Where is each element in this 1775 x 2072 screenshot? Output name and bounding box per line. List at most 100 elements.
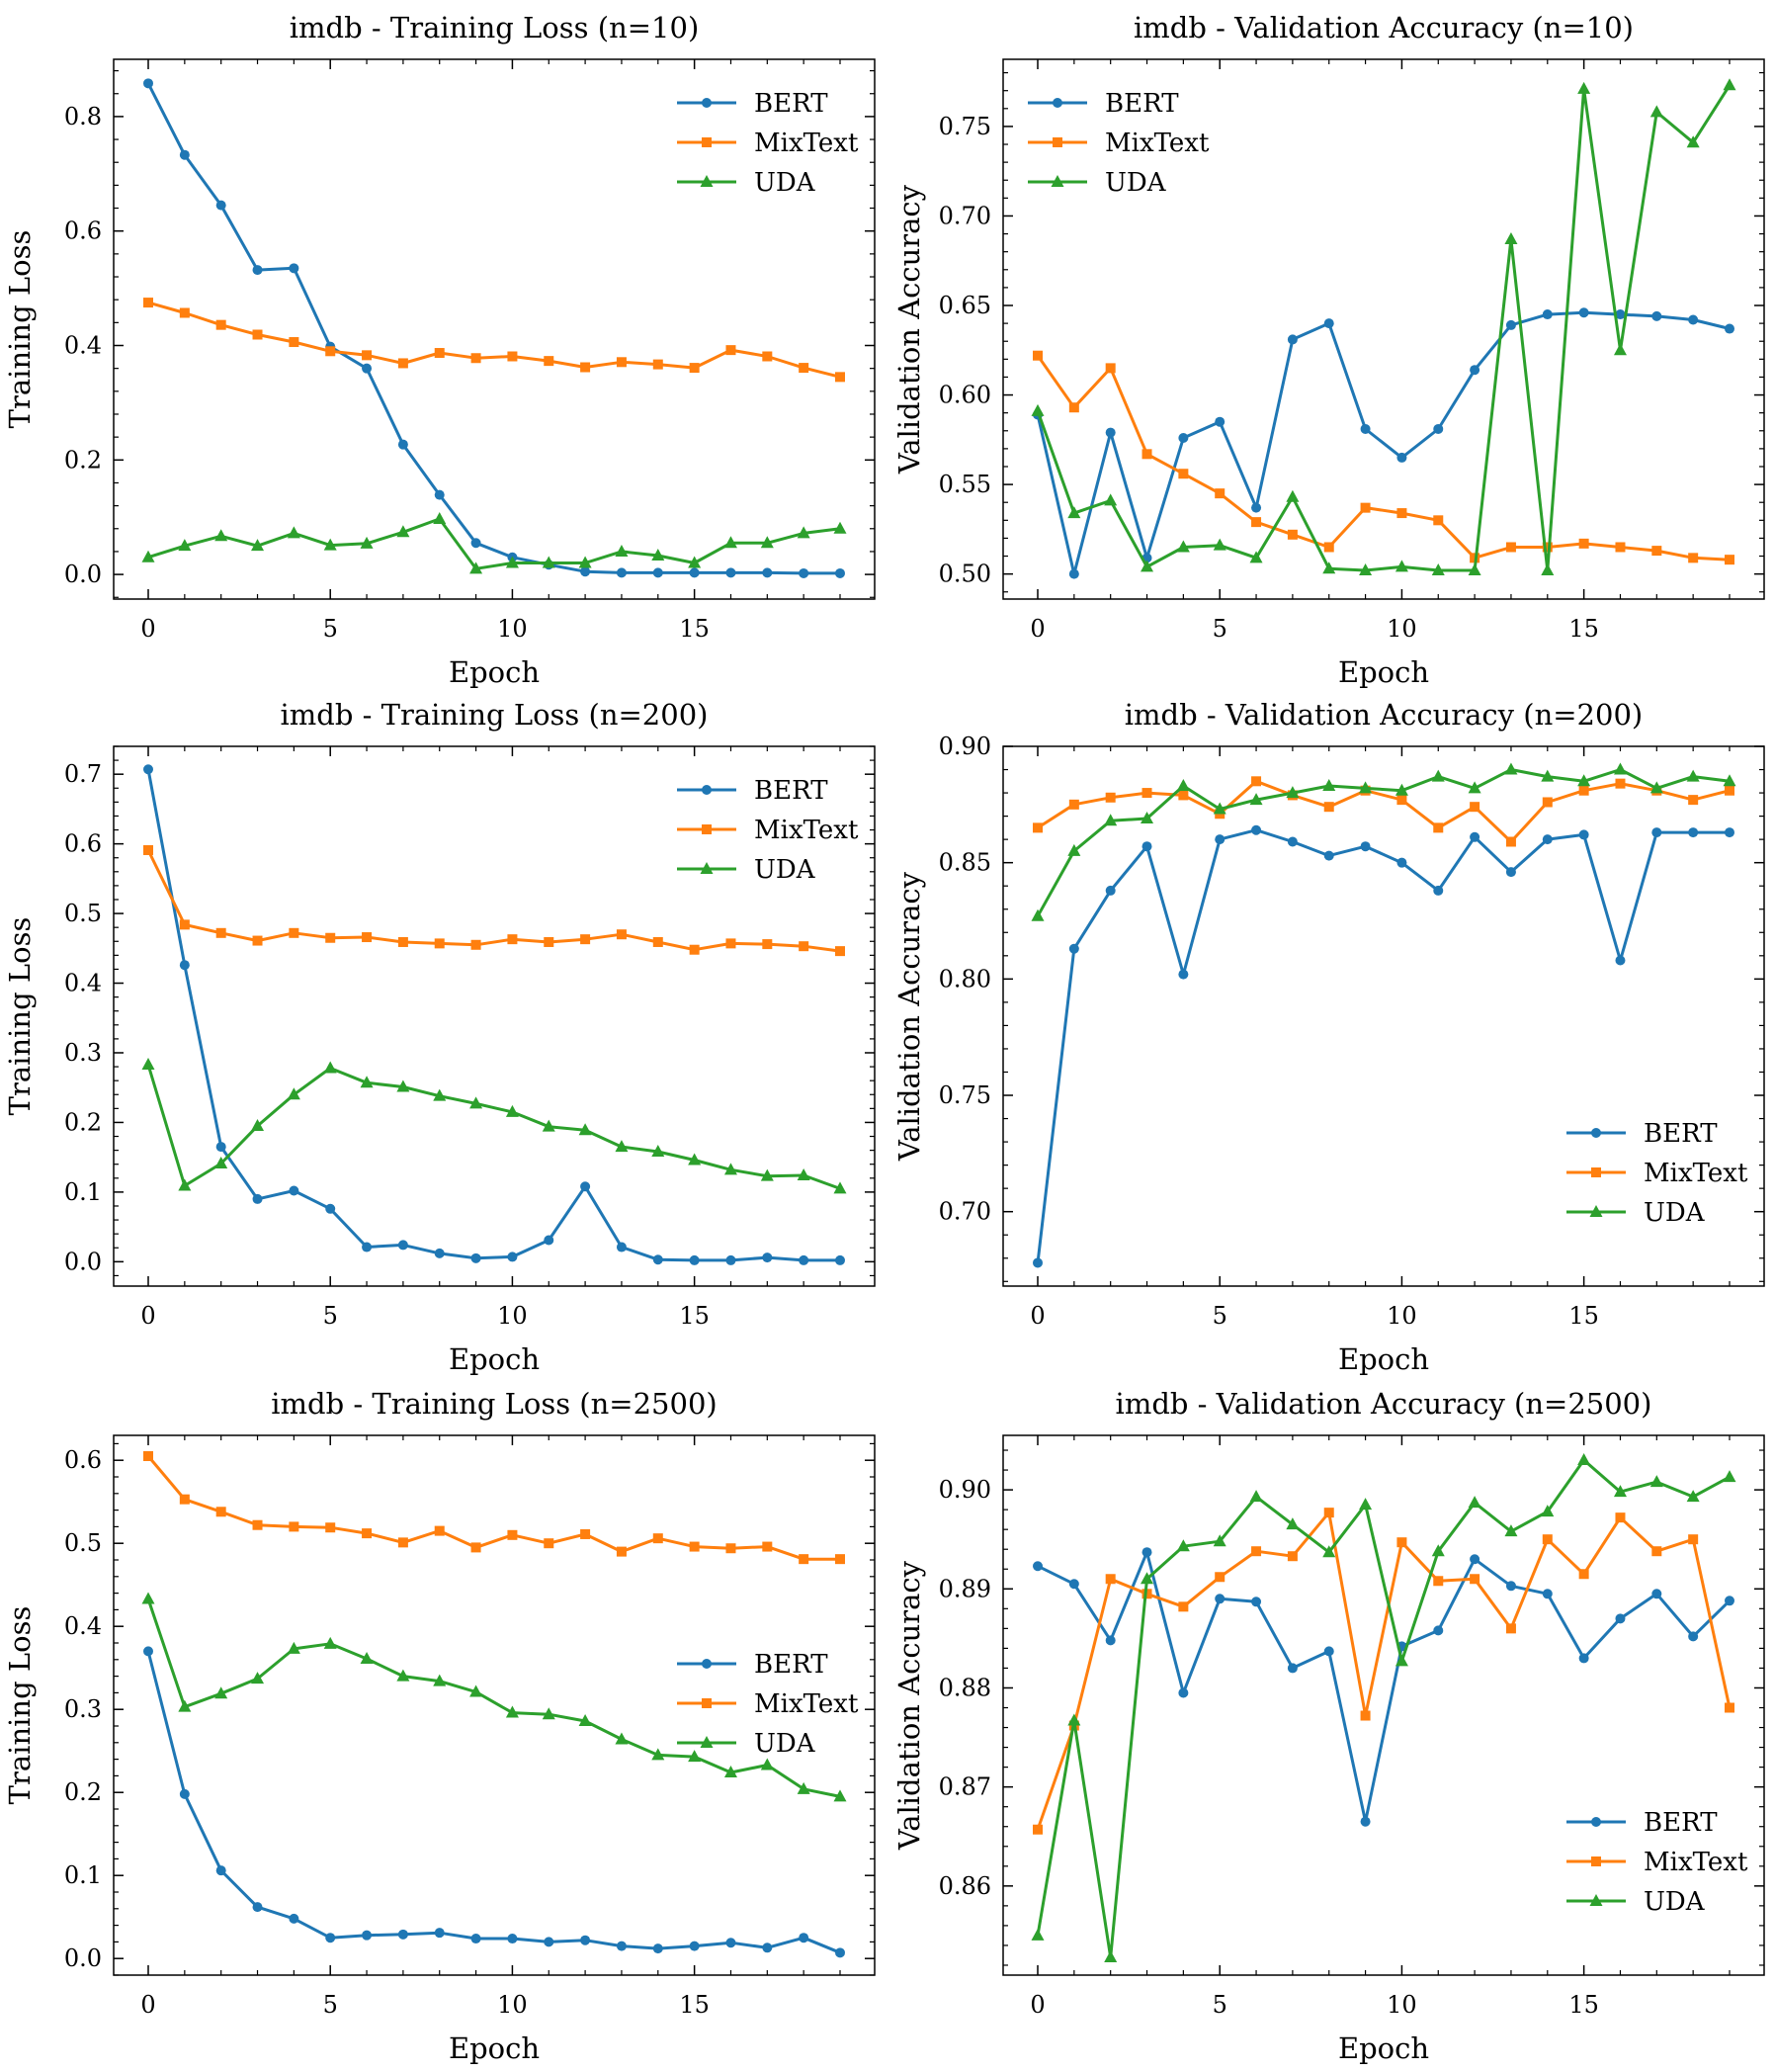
- x-tick-label: 0: [1030, 615, 1045, 643]
- data-point-bert: [1505, 1581, 1516, 1592]
- data-point-bert: [1396, 452, 1407, 463]
- data-point-uda: [287, 1641, 300, 1654]
- y-tick-label: 0.6: [64, 217, 102, 245]
- data-point-mixtext: [1287, 1551, 1298, 1562]
- series-line-mixtext: [147, 301, 841, 379]
- data-point-uda: [251, 1672, 265, 1684]
- data-point-mixtext: [689, 944, 700, 955]
- data-point-mixtext: [652, 1533, 663, 1544]
- data-point-mixtext: [1542, 797, 1553, 808]
- data-point-bert: [1033, 1257, 1043, 1268]
- legend-marker-mixtext: [1591, 1856, 1601, 1866]
- data-point-mixtext: [762, 1541, 773, 1552]
- data-point-uda: [141, 1592, 155, 1604]
- y-tick-label: 0.2: [64, 446, 102, 474]
- data-point-bert: [470, 1252, 481, 1263]
- chart-panel-4: imdb - Validation Accuracy (n=200) Epoch V…: [892, 698, 1765, 1376]
- data-point-mixtext: [652, 936, 663, 947]
- data-point-uda: [469, 1096, 483, 1109]
- x-tick-label: 10: [497, 1991, 528, 2019]
- data-point-uda: [1686, 135, 1700, 148]
- data-point-uda: [651, 548, 665, 561]
- chart-title: imdb - Training Loss (n=10): [290, 11, 700, 44]
- data-point-mixtext: [470, 353, 481, 364]
- data-point-mixtext: [397, 358, 408, 369]
- data-point-bert: [362, 1930, 373, 1941]
- x-tick-label: 15: [679, 1991, 710, 2019]
- data-point-bert: [325, 1933, 336, 1943]
- series-line-bert: [146, 768, 840, 1262]
- data-point-mixtext: [1141, 788, 1152, 799]
- data-point-uda: [141, 550, 155, 562]
- legend-label-uda: UDA: [754, 855, 816, 885]
- y-axis-label: Validation Accuracy: [892, 871, 926, 1162]
- legend-marker-bert: [702, 1659, 712, 1669]
- series-group: [141, 78, 847, 578]
- data-point-mixtext: [252, 329, 263, 340]
- data-point-mixtext: [470, 1542, 481, 1553]
- data-point-bert: [1360, 841, 1371, 852]
- data-point-uda: [1141, 811, 1154, 823]
- legend-label-uda: UDA: [754, 168, 816, 198]
- data-point-uda: [542, 1119, 555, 1132]
- data-point-bert: [470, 1934, 481, 1944]
- data-point-bert: [1725, 1596, 1734, 1606]
- series-group: [1031, 78, 1736, 579]
- data-point-uda: [1067, 843, 1081, 856]
- data-point-bert: [1141, 841, 1152, 852]
- data-point-mixtext: [799, 1554, 809, 1565]
- data-point-bert: [799, 1254, 809, 1265]
- series-group: [1031, 1453, 1736, 1962]
- data-point-bert: [289, 263, 299, 274]
- data-point-uda: [433, 1088, 447, 1101]
- data-point-uda: [1649, 105, 1663, 118]
- legend-marker-mixtext: [702, 824, 712, 834]
- data-point-bert: [1542, 309, 1553, 320]
- data-point-bert: [544, 1235, 554, 1246]
- data-point-mixtext: [544, 1538, 554, 1549]
- data-point-uda: [469, 1684, 483, 1697]
- data-point-bert: [1251, 502, 1262, 513]
- data-point-uda: [1468, 1496, 1481, 1509]
- series-line-mixtext: [1036, 354, 1731, 561]
- data-point-uda: [542, 1707, 555, 1720]
- data-point-mixtext: [762, 351, 773, 362]
- data-point-bert: [1178, 969, 1189, 980]
- y-tick-label: 0.87: [939, 1773, 991, 1801]
- legend-label-bert: BERT: [1644, 1808, 1718, 1838]
- data-point-bert: [616, 1242, 627, 1252]
- series-line-bert: [146, 82, 840, 575]
- plot-frame: [1002, 58, 1765, 600]
- data-point-bert: [434, 489, 445, 500]
- data-point-uda: [1141, 560, 1154, 572]
- data-point-bert: [1433, 423, 1444, 434]
- data-point-mixtext: [1215, 1572, 1226, 1583]
- data-point-bert: [652, 567, 663, 578]
- data-point-bert: [179, 960, 190, 971]
- data-point-bert: [1323, 1646, 1334, 1657]
- data-point-uda: [1504, 1524, 1518, 1537]
- legend: BERT MixText UDA: [1028, 89, 1210, 198]
- data-point-bert: [362, 1242, 373, 1252]
- data-point-mixtext: [1360, 502, 1371, 513]
- series-line-uda: [1036, 768, 1731, 917]
- data-point-uda: [214, 1157, 228, 1169]
- y-tick-label: 0.3: [64, 1039, 102, 1067]
- y-tick-label: 0.5: [64, 1529, 102, 1557]
- data-point-mixtext: [1578, 785, 1589, 796]
- data-point-mixtext: [835, 1554, 845, 1565]
- data-point-mixtext: [1542, 1534, 1553, 1545]
- data-point-bert: [1578, 829, 1589, 840]
- data-point-uda: [1031, 908, 1045, 921]
- data-point-mixtext: [1578, 538, 1589, 549]
- data-point-bert: [725, 567, 736, 578]
- data-point-uda: [1504, 232, 1518, 244]
- data-point-mixtext: [1251, 517, 1262, 528]
- x-tick-label: 10: [497, 615, 528, 643]
- y-tick-label: 0.70: [939, 1198, 991, 1226]
- data-point-uda: [1723, 1470, 1736, 1483]
- data-point-mixtext: [1542, 542, 1553, 553]
- data-point-uda: [1468, 563, 1481, 576]
- data-point-uda: [287, 1087, 300, 1100]
- y-tick-label: 0.0: [64, 561, 102, 588]
